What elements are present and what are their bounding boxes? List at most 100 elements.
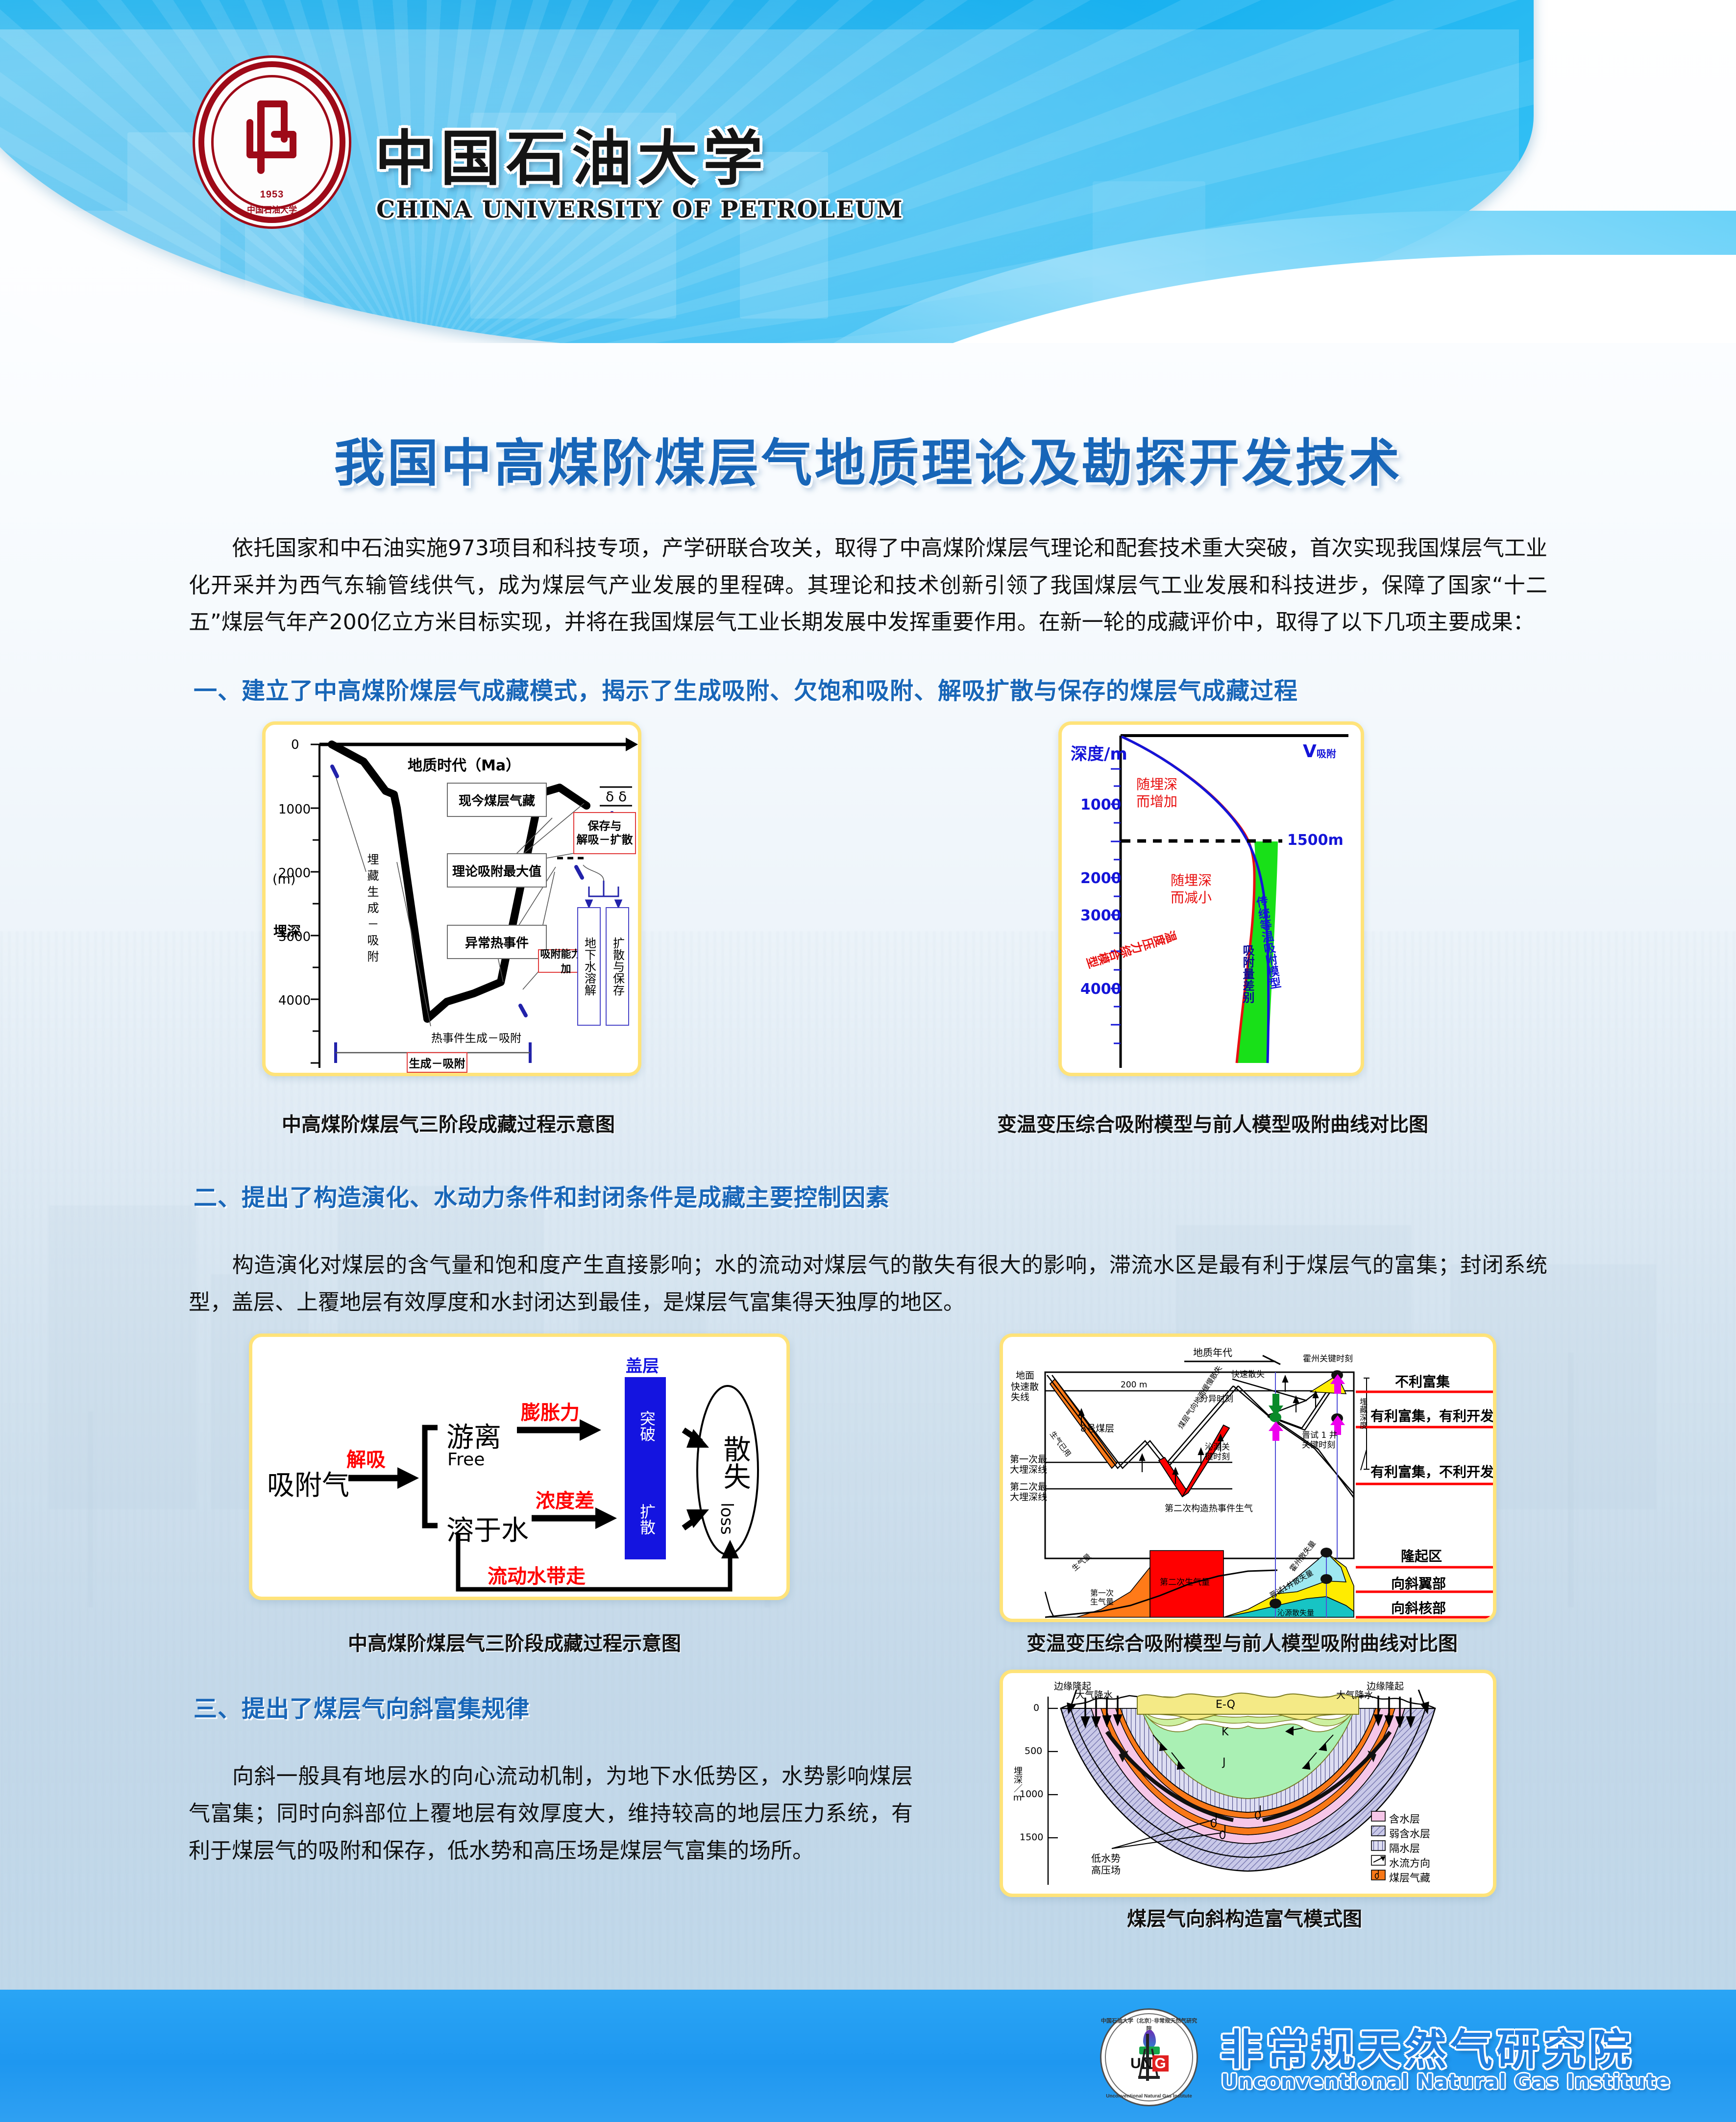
figure-caption-1-2: 变温变压综合吸附模型与前人模型吸附曲线对比图 [997, 1113, 1428, 1136]
poster-footer: 中国石油大学（北京）·非常规天然气研究院 UN G Unconventional … [0, 1990, 1736, 2122]
section-3-text: 向斜一般具有地层水的向心流动机制，为地下水低势区，水势影响煤层气富集；同时向斜部… [189, 1764, 913, 1863]
fig22-label-second-max-depth: 第二次最 大埋深线 [1010, 1481, 1048, 1503]
fig3-label-precipitation-right: 大气降水 [1336, 1690, 1374, 1701]
figure-caption-1-1: 中高煤阶煤层气三阶段成藏过程示意图 [282, 1113, 615, 1136]
university-name-en: CHINA UNIVERSITY OF PETROLEUM [376, 196, 904, 223]
fig22-bottom-second-gas: 第二次生气量 [1160, 1578, 1210, 1588]
flow-node-loss-sub: loss [717, 1503, 736, 1535]
chart2-ytick-2000: 2000 [1080, 870, 1122, 888]
fig3-strata-J: J [1223, 1756, 1226, 1769]
emblem-year: 1953 [260, 189, 284, 200]
fig22-label-huozhou-key-moment: 霍州关键时刻 [1303, 1354, 1353, 1364]
burial-gas-volume-svg [1044, 1355, 1493, 1619]
fig22-right-unfavorable-accumulation: 不利富集 [1395, 1374, 1450, 1390]
chart2-note-decrease: 随埋深 而减小 [1171, 872, 1212, 906]
section-2-heading: 二、提出了构造演化、水动力条件和封闭条件是成藏主要控制因素 [194, 1184, 890, 1212]
fig3-ylabel: 埋深／m [1012, 1766, 1023, 1803]
fig3-strata-K: K [1222, 1726, 1229, 1739]
institute-name-cn: 非常规天然气研究院 [1220, 2025, 1635, 2074]
adsorption-compare-svg [1111, 734, 1348, 1068]
flow-edge-label-water-transport: 流动水带走 [488, 1565, 586, 1588]
flow-node-free-sub: Free [447, 1450, 485, 1470]
section-3-heading: 三、提出了煤层气向斜富集规律 [194, 1695, 530, 1723]
chart2-ytick-1000: 1000 [1080, 796, 1122, 814]
fig3-label-edge-uplift-left: 边缘隆起 [1054, 1681, 1092, 1692]
fig22-label-geologic-age: 地质年代 [1193, 1347, 1232, 1359]
fig3-ytick-500: 500 [1025, 1746, 1043, 1757]
logo-letters: UN G [1130, 2055, 1169, 2072]
chart2-reference-label: 1500m [1287, 832, 1344, 849]
fig22-label-second-thermal-event: 第二次构造热事件生气 [1165, 1504, 1253, 1514]
section-2-text: 构造演化对煤层的含气量和饱和度产生直接影响；水的流动对煤层气的散失有很大的影响，… [189, 1253, 1547, 1315]
fig22-label-fast-loss-line: 快速散 失线 [1011, 1382, 1039, 1403]
chart1-ytick-1000: 1000 [278, 802, 311, 817]
flow-node-dissolved: 溶于水 [446, 1515, 529, 1547]
section-3-paragraph: 向斜一般具有地层水的向心流动机制，为地下水低势区，水势影响煤层气富集；同时向斜部… [189, 1758, 913, 1869]
university-name-cn: 中国石油大学 [375, 123, 769, 194]
fig3-label-edge-uplift-right: 边缘隆起 [1367, 1681, 1404, 1692]
chart1-ytick-3000: 3000 [278, 930, 311, 945]
fig22-label-burial-depth: 埋藏深度 [1358, 1398, 1368, 1430]
fig22-right-syncline-core: 向斜核部 [1391, 1600, 1446, 1617]
logo-derrick-icon [1134, 2034, 1164, 2081]
fig3-legend-cbm-reservoir: 煤层气藏 [1389, 1872, 1430, 1884]
logo-ring-text-top: 中国石油大学（北京）·非常规天然气研究院 [1100, 2018, 1198, 2032]
figure-burial-history: (m) 埋深 地质时代（Ma） 0 1000 2000 3000 4000 δ … [262, 721, 641, 1077]
chart1-ytick-0: 0 [291, 738, 299, 753]
chart1-label-groundwater-dissolve: 地下水溶解 [577, 907, 601, 1026]
fig22-bottom-first-gas: 第一次 生气量 [1090, 1588, 1114, 1606]
fig22-label-fast-dissipation: 快速散失 [1231, 1370, 1265, 1380]
chart2-ylabel: 深度/m [1071, 744, 1127, 765]
chart1-ylabel: 埋深 [273, 923, 301, 940]
chart1-ylabel-unit: (m) [272, 872, 296, 888]
figure-caption-2-2: 变温变压综合吸附模型与前人模型吸附曲线对比图 [1027, 1632, 1458, 1655]
fig22-bottom-qinyuan-loss: 沁源散失量 [1277, 1608, 1315, 1618]
chart2-note-increase: 随埋深 而增加 [1136, 776, 1178, 810]
fig3-label-precipitation-left: 大气降水 [1076, 1690, 1113, 1701]
fig3-strata-EQ: E-Q [1216, 1699, 1235, 1711]
section-1-heading: 一、建立了中高煤阶煤层气成藏模式，揭示了生成吸附、欠饱和吸附、解吸扩散与保存的煤… [194, 677, 1298, 705]
chart2-ytick-3000: 3000 [1080, 907, 1122, 925]
chart2-ytick-4000: 4000 [1080, 981, 1122, 998]
figure-burial-gas-volume: 地面 快速散 失线 第一次最 大埋深线 第二次最 大埋深线 地质年代 200 m 8号… [1000, 1333, 1496, 1623]
figure-caption-2-1: 中高煤阶煤层气三阶段成藏过程示意图 [348, 1632, 681, 1655]
logo-flame-icon [1143, 2030, 1156, 2048]
fig3-ytick-0: 0 [1033, 1703, 1040, 1714]
fig3-legend-aquifer: 含水层 [1389, 1813, 1420, 1826]
chart1-label-generate-adsorb: 生成－吸附 [407, 1052, 467, 1073]
figure-caption-3: 煤层气向斜构造富气模式图 [1127, 1908, 1362, 1931]
logo-ring-text-bottom: Unconventional Natural Gas Institute [1106, 2094, 1192, 2099]
intro-text: 依托国家和中石油实施973项目和科技专项，产学研联合攻关，取得了中高煤阶煤层气理… [189, 536, 1547, 635]
flow-node-caprock: 盖层 [626, 1357, 659, 1377]
chart1-leader-burial-generation: 埋藏生成－吸附 [365, 853, 379, 967]
fig22-label-ground-surface: 地面 [1016, 1370, 1035, 1382]
chart1-label-present-reservoir: 现今煤层气藏 [447, 783, 547, 817]
chart1-leader-thermal-generation: 热事件生成－吸附 [431, 1032, 521, 1045]
fig3-label-low-potential-high-pressure: 低水势 高压场 [1091, 1852, 1121, 1876]
figure-adsorption-compare: 深度/m V吸附 1000 2000 3000 4000 1500m 随埋深 而增… [1058, 721, 1364, 1077]
flow-edge-label-desorb: 解吸 [346, 1449, 386, 1472]
flow-node-breakthrough: 突破 [637, 1410, 656, 1442]
fig22-right-favorable-both: 有利富集，有利开发 [1370, 1408, 1494, 1425]
fig22-right-favorable-accum-only: 有利富集，不利开发 [1370, 1464, 1494, 1480]
fig22-label-coal-seam-8: 8号煤层 [1080, 1423, 1115, 1434]
flow-node-loss: 散失 [719, 1435, 751, 1490]
figure-syncline-gas-model: 埋深／m 0 500 1000 1500 边缘隆起 大气降水 边缘隆起 大气降水… [1000, 1670, 1496, 1898]
intro-paragraph: 依托国家和中石油实施973项目和科技专项，产学研联合攻关，取得了中高煤阶煤层气理… [189, 530, 1547, 641]
university-emblem-icon: 1953 中国石油大学 [198, 61, 345, 223]
page-title: 我国中高煤阶煤层气地质理论及勘探开发技术 [334, 433, 1402, 493]
fig3-legend-aquitard: 隔水层 [1389, 1843, 1420, 1855]
poster-body: 我国中高煤阶煤层气地质理论及勘探开发技术 依托国家和中石油实施973项目和科技专… [0, 343, 1736, 1930]
chart1-label-preserve-desorb: 保存与 解吸－扩散 [573, 812, 636, 855]
fig3-legend-weak-aquifer: 弱含水层 [1389, 1828, 1430, 1840]
chart1-label-thermal-event: 异常热事件 [447, 925, 547, 960]
fig22-label-first-max-depth: 第一次最 大埋深线 [1010, 1454, 1048, 1476]
fig22-right-syncline-flank: 向斜翼部 [1391, 1576, 1446, 1592]
fig22-label-differentiation-moment: 分异时刻 [1200, 1394, 1233, 1405]
chart1-label-theoretical-max: 理论吸附最大值 [447, 853, 547, 888]
flow-node-free: 游离 [446, 1422, 501, 1454]
fig22-right-uplift-zone: 隆起区 [1401, 1548, 1443, 1565]
chart2-xlabel: V吸附 [1303, 741, 1336, 762]
figure-gas-loss-flow: 吸附气 解吸 游离 Free 溶于水 膨胀力 浓度差 盖层 突破 扩散 散失 l… [249, 1333, 790, 1601]
